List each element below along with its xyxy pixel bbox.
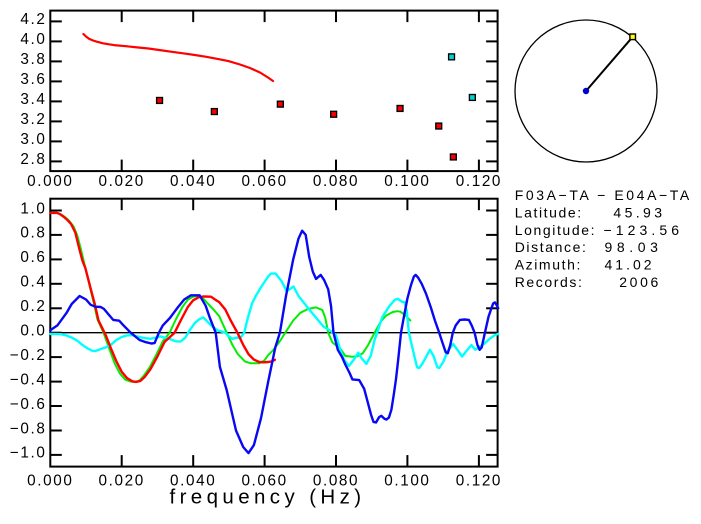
svg-text:0.000: 0.000 bbox=[27, 473, 73, 490]
svg-text:3.6: 3.6 bbox=[20, 71, 46, 88]
svg-text:−0.2: −0.2 bbox=[10, 347, 47, 364]
svg-text:0.2: 0.2 bbox=[20, 298, 46, 315]
svg-text:0.060: 0.060 bbox=[241, 473, 287, 490]
svg-text:4.2: 4.2 bbox=[20, 11, 46, 28]
svg-text:0.100: 0.100 bbox=[384, 173, 430, 190]
svg-text:0.080: 0.080 bbox=[313, 473, 359, 490]
svg-text:0.020: 0.020 bbox=[99, 473, 145, 490]
svg-text:Distance:: Distance: bbox=[515, 239, 588, 255]
svg-text:−1.0: −1.0 bbox=[10, 445, 47, 462]
svg-text:0.080: 0.080 bbox=[313, 173, 359, 190]
svg-text:−0.8: −0.8 bbox=[10, 420, 47, 437]
svg-text:0.6: 0.6 bbox=[20, 249, 46, 266]
svg-text:2.8: 2.8 bbox=[20, 151, 46, 168]
svg-text:Latitude:: Latitude: bbox=[515, 204, 583, 220]
svg-text:0.040: 0.040 bbox=[170, 173, 216, 190]
svg-text:Azimuth:: Azimuth: bbox=[515, 257, 582, 273]
svg-text:2006: 2006 bbox=[619, 274, 661, 290]
svg-text:0.020: 0.020 bbox=[99, 173, 145, 190]
svg-text:0.060: 0.060 bbox=[241, 173, 287, 190]
svg-text:45.93: 45.93 bbox=[613, 204, 665, 220]
svg-text:3.2: 3.2 bbox=[20, 111, 46, 128]
svg-text:0.100: 0.100 bbox=[384, 473, 430, 490]
svg-text:1.0: 1.0 bbox=[20, 200, 46, 217]
svg-text:4.0: 4.0 bbox=[20, 31, 46, 48]
svg-text:98.03: 98.03 bbox=[605, 239, 663, 255]
svg-text:0.0: 0.0 bbox=[20, 323, 46, 340]
svg-text:0.120: 0.120 bbox=[456, 473, 502, 490]
svg-text:−0.4: −0.4 bbox=[10, 371, 47, 388]
svg-text:Records:: Records: bbox=[515, 274, 584, 290]
svg-text:−0.6: −0.6 bbox=[10, 396, 47, 413]
svg-text:3.8: 3.8 bbox=[20, 51, 46, 68]
svg-text:frequency (Hz): frequency (Hz) bbox=[169, 486, 365, 509]
svg-text:0.040: 0.040 bbox=[170, 473, 216, 490]
svg-text:F03A−TA − E04A−TA: F03A−TA − E04A−TA bbox=[515, 187, 692, 203]
svg-text:0.8: 0.8 bbox=[20, 225, 46, 242]
svg-text:0.000: 0.000 bbox=[27, 173, 73, 190]
svg-text:3.4: 3.4 bbox=[20, 91, 46, 108]
svg-text:3.0: 3.0 bbox=[20, 131, 46, 148]
svg-text:0.120: 0.120 bbox=[456, 173, 502, 190]
svg-text:0.4: 0.4 bbox=[20, 274, 46, 291]
svg-text:−123.56: −123.56 bbox=[604, 222, 684, 238]
svg-text:Longitude:: Longitude: bbox=[515, 222, 596, 238]
svg-text:41.02: 41.02 bbox=[605, 257, 655, 273]
